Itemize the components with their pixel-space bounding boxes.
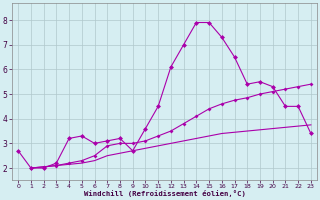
X-axis label: Windchill (Refroidissement éolien,°C): Windchill (Refroidissement éolien,°C)	[84, 190, 245, 197]
